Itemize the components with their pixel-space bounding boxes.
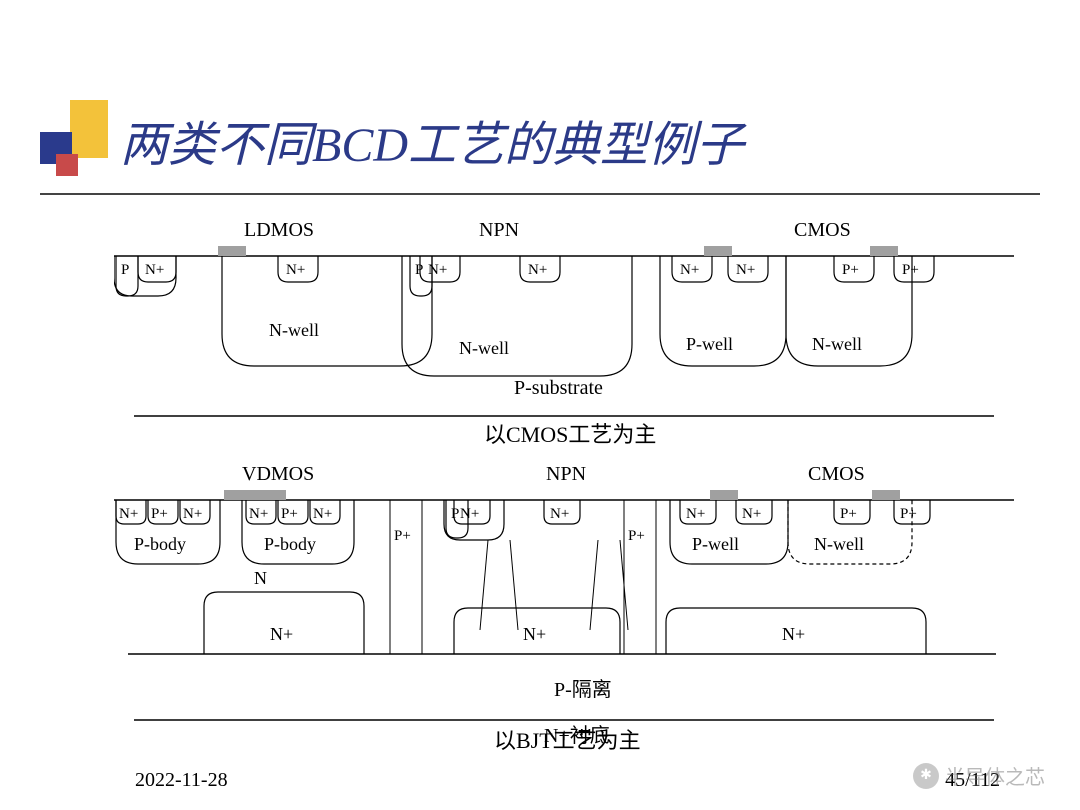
wechat-icon: ✱ — [913, 763, 939, 789]
svg-text:P+: P+ — [628, 528, 645, 544]
svg-text:P+: P+ — [840, 506, 857, 522]
title-underline — [40, 193, 1040, 195]
svg-text:N+: N+ — [183, 506, 202, 522]
svg-text:P+: P+ — [902, 262, 919, 278]
svg-text:以BJT工艺为主: 以BJT工艺为主 — [494, 728, 641, 750]
svg-text:CMOS: CMOS — [808, 463, 865, 485]
svg-text:P+: P+ — [151, 506, 168, 522]
diagram2-caption: 以CMOS工艺为主 — [484, 422, 656, 447]
svg-text:N+: N+ — [550, 506, 569, 522]
svg-text:P-隔离: P-隔离 — [554, 678, 612, 701]
svg-text:N+: N+ — [680, 262, 699, 278]
svg-text:N+: N+ — [249, 506, 268, 522]
svg-text:N+: N+ — [460, 506, 479, 522]
diagram-area: LDMOS NPN CMOS N-well N-well P-well N-well P N+ N… — [114, 220, 1014, 750]
svg-text:P+: P+ — [900, 506, 917, 522]
cross-section-svg: LDMOS NPN CMOS N-well N-well P-well N-well P N+ N… — [114, 220, 1014, 750]
svg-text:N+: N+ — [742, 506, 761, 522]
svg-text:P+: P+ — [281, 506, 298, 522]
svg-text:N+: N+ — [523, 624, 546, 644]
diagram-cmos: LDMOS NPN CMOS N-well N-well P-well N-well P N+ N… — [114, 220, 1014, 447]
svg-text:N+: N+ — [313, 506, 332, 522]
svg-text:N+: N+ — [286, 262, 305, 278]
diagram-bjt: VDMOS NPN CMOS P-body P-body P-well N-well N+ P+… — [114, 463, 1014, 747]
svg-text:N+: N+ — [528, 262, 547, 278]
svg-text:N+: N+ — [145, 262, 164, 278]
svg-text:N+: N+ — [782, 624, 805, 644]
svg-text:NPN: NPN — [479, 220, 519, 241]
svg-text:P-body: P-body — [264, 534, 316, 554]
svg-text:VDMOS: VDMOS — [242, 463, 314, 485]
svg-text:P-well: P-well — [686, 334, 733, 354]
svg-text:P-substrate: P-substrate — [514, 377, 603, 399]
svg-text:LDMOS: LDMOS — [244, 220, 314, 241]
title-bullet-icon — [40, 100, 100, 180]
svg-text:N+: N+ — [119, 506, 138, 522]
svg-text:N+: N+ — [686, 506, 705, 522]
watermark-text: 半导体之芯 — [945, 761, 1045, 790]
svg-text:NPN: NPN — [546, 463, 586, 485]
svg-text:P+: P+ — [842, 262, 859, 278]
svg-text:N+: N+ — [428, 262, 447, 278]
svg-text:N-well: N-well — [269, 320, 319, 340]
svg-text:P-body: P-body — [134, 534, 186, 554]
watermark: ✱ 半导体之芯 — [913, 761, 1045, 790]
svg-text:P: P — [121, 262, 129, 278]
svg-text:P: P — [415, 262, 423, 278]
svg-text:N-well: N-well — [814, 534, 864, 554]
slide-title-row: 两类不同BCD工艺的典型例子 — [40, 100, 744, 180]
svg-text:N-well: N-well — [812, 334, 862, 354]
svg-text:P-well: P-well — [692, 534, 739, 554]
footer-date: 2022-11-28 — [135, 769, 228, 792]
svg-text:N-well: N-well — [459, 338, 509, 358]
svg-text:N+: N+ — [736, 262, 755, 278]
svg-text:N: N — [254, 568, 267, 588]
slide-title: 两类不同BCD工艺的典型例子 — [120, 105, 744, 175]
svg-text:N+: N+ — [270, 624, 293, 644]
svg-text:CMOS: CMOS — [794, 220, 851, 241]
svg-text:P+: P+ — [394, 528, 411, 544]
